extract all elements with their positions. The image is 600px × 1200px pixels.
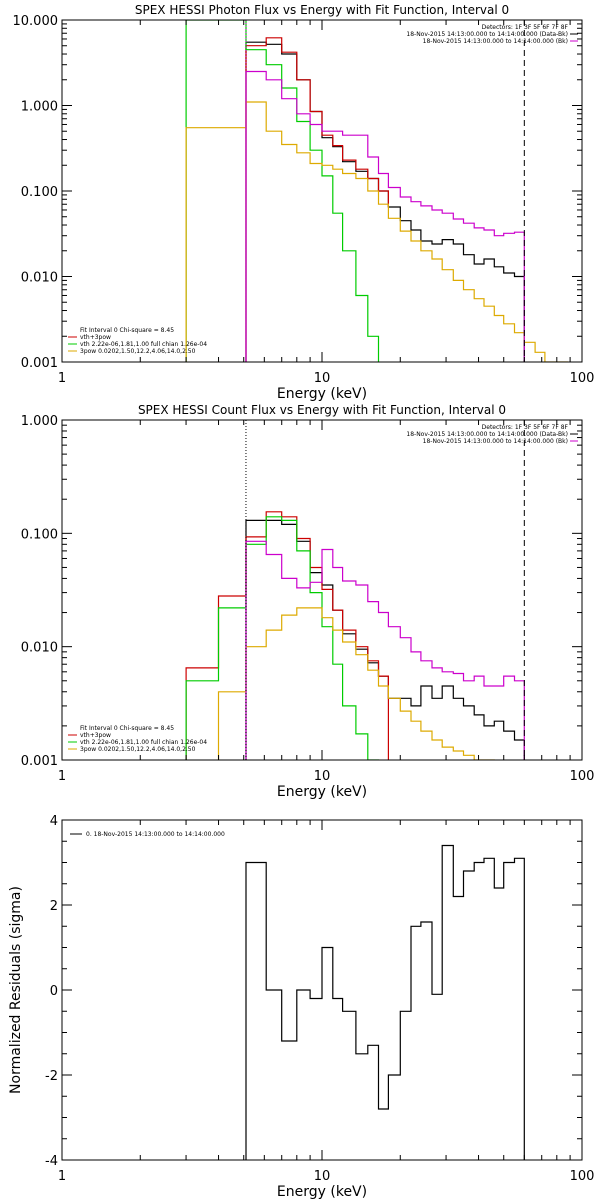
series-line-5 xyxy=(245,540,525,760)
y-tick-label: 10.000 xyxy=(13,14,59,29)
legend-entry-text: 18-Nov-2015 14:13:00.000 to 14:14:00.000… xyxy=(406,31,568,38)
chart-title: SPEX HESSI Count Flux vs Energy with Fit… xyxy=(138,403,506,417)
y-tick-label: 2 xyxy=(50,899,58,914)
chart-panel-2: SPEX HESSI Count Flux vs Energy with Fit… xyxy=(21,403,595,800)
x-tick-label: 1 xyxy=(58,371,66,386)
y-tick-label: 0.010 xyxy=(21,641,58,656)
legend-entry-text: 3pow 0.0202,1.50,12.2,4.06,14.0,2.50 xyxy=(80,348,196,355)
legend-entry-text: vth 2.22e-06,1.81,1.00 full chian 1.26e-… xyxy=(80,739,207,746)
series-line-4 xyxy=(217,607,495,760)
y-tick-label: 4 xyxy=(50,814,58,829)
series-line-3 xyxy=(185,20,380,362)
series-line-1 xyxy=(245,844,525,1160)
x-tick-label: 100 xyxy=(570,1169,595,1184)
y-axis-title: Normalized Residuals (sigma) xyxy=(8,886,24,1094)
y-tick-label: 1.000 xyxy=(21,414,58,429)
legend-entry-text: 3pow 0.0202,1.50,12.2,4.06,14.0,2.50 xyxy=(80,746,196,753)
legend-entry-text: 18-Nov-2015 14:13:00.000 to 14:14:00.000… xyxy=(423,38,568,45)
series-line-4 xyxy=(185,101,569,362)
plot-area xyxy=(185,420,525,760)
legend-entry-text: 18-Nov-2015 14:13:00.000 to 14:14:00.000… xyxy=(423,438,568,445)
x-axis-title: Energy (keV) xyxy=(277,1184,367,1200)
legend-entry-text: Fit Interval 0 Chi-square = 8.45 xyxy=(80,327,174,334)
plot-area xyxy=(185,20,569,362)
legend-entry-text: Detectors: 1F 3F 5F 6F 7F 8F xyxy=(482,24,569,31)
x-tick-label: 10 xyxy=(314,371,331,386)
legend-entry-text: 0. 18-Nov-2015 14:13:00.000 to 14:14:00.… xyxy=(86,831,225,838)
y-tick-label: 0.100 xyxy=(21,527,58,542)
x-tick-label: 1 xyxy=(58,769,66,784)
x-tick-label: 1 xyxy=(58,1169,66,1184)
x-tick-label: 10 xyxy=(314,769,331,784)
chart-panel-3: 1 10 100 -4 -2 0 2 4 Energy (keV) Normalized Resi… xyxy=(8,814,594,1200)
y-tick-label: 0.001 xyxy=(21,754,58,769)
x-axis-title: Energy (keV) xyxy=(277,386,367,402)
chart-title: SPEX HESSI Photon Flux vs Energy with Fi… xyxy=(135,3,509,17)
y-tick-label: -4 xyxy=(45,1154,58,1169)
y-tick-label: 0.100 xyxy=(21,185,58,200)
x-tick-label: 100 xyxy=(570,371,595,386)
legend-entry-text: vth+3pow xyxy=(80,334,111,341)
y-tick-label: 0.001 xyxy=(21,356,58,371)
legend-entry-text: Detectors: 1F 3F 5F 6F 7F 8F xyxy=(482,424,569,431)
legend-entry-text: Fit Interval 0 Chi-square = 8.45 xyxy=(80,725,174,732)
y-tick-label: 0 xyxy=(50,984,58,999)
y-tick-label: 1.000 xyxy=(21,100,58,115)
plot-area xyxy=(245,844,525,1160)
legend-entry-text: vth+3pow xyxy=(80,732,111,739)
x-axis-title: Energy (keV) xyxy=(277,784,367,800)
x-tick-label: 100 xyxy=(570,769,595,784)
chart-panel-1: SPEX HESSI Photon Flux vs Energy with Fi… xyxy=(13,3,595,402)
series-line-2 xyxy=(245,37,389,362)
y-tick-label: -2 xyxy=(45,1069,58,1084)
legend-entry-text: 18-Nov-2015 14:13:00.000 to 14:14:00.000… xyxy=(406,431,568,438)
series-line-5 xyxy=(245,70,525,362)
x-tick-label: 10 xyxy=(314,1169,331,1184)
legend-entry-text: vth 2.22e-06,1.81,1.00 full chian 1.26e-… xyxy=(80,341,207,348)
y-tick-label: 0.010 xyxy=(21,271,58,286)
